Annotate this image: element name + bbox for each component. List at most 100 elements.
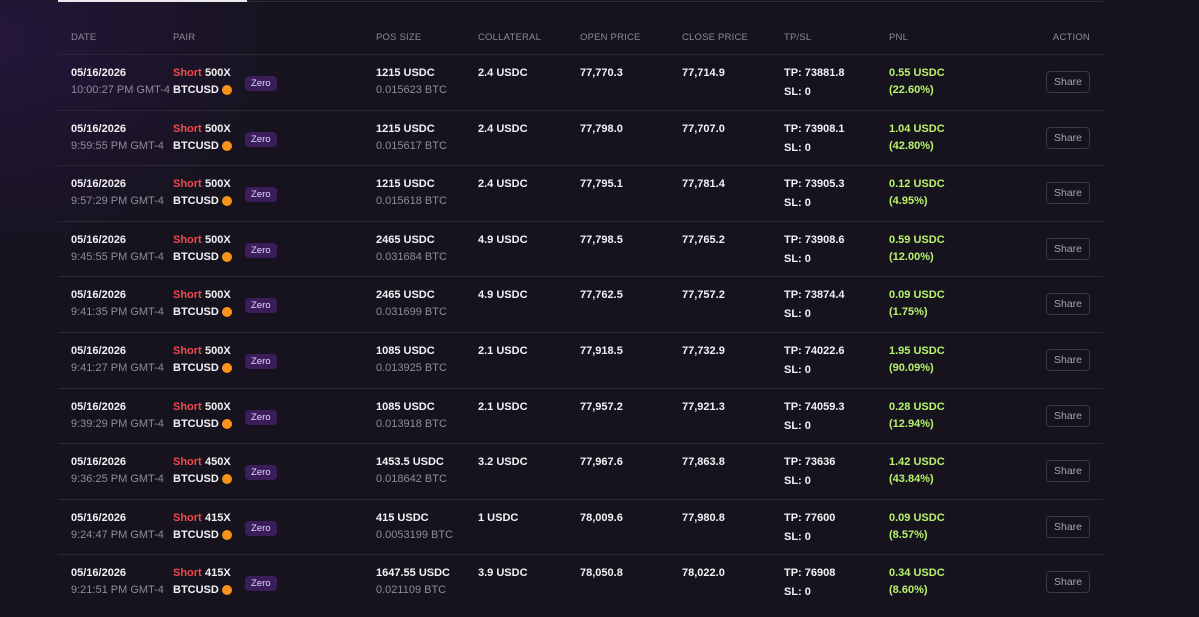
collateral: 2.4 USDC bbox=[478, 122, 528, 135]
side: Short bbox=[173, 567, 202, 580]
position-size-btc: 0.015617 BTC bbox=[376, 139, 447, 152]
pnl-percent: (12.00%) bbox=[889, 250, 934, 263]
share-button[interactable]: Share bbox=[1046, 404, 1090, 427]
stop-loss: SL: 0 bbox=[784, 86, 811, 98]
close-price: 77,765.2 bbox=[682, 233, 725, 246]
position-size-btc: 0.021109 BTC bbox=[376, 584, 447, 597]
trade-row: 05/16/2026 9:39:29 PM GMT-4 Short 500X BTCUS… bbox=[58, 387, 1103, 444]
trade-row: 05/16/2026 9:36:25 PM GMT-4 Short 450X BTCUS… bbox=[58, 443, 1103, 499]
pair: BTCUSD bbox=[173, 250, 219, 263]
bitcoin-icon bbox=[222, 140, 232, 151]
trade-row: 05/16/2026 9:21:51 PM GMT-4 Short 415X BTCUS… bbox=[58, 554, 1103, 610]
take-profit: TP: 73905.3 bbox=[784, 178, 845, 191]
side: Short bbox=[173, 400, 202, 413]
pair: BTCUSD bbox=[173, 139, 219, 152]
pnl-percent: (8.60%) bbox=[889, 584, 928, 597]
column-header: PAIR bbox=[173, 32, 196, 43]
share-button[interactable]: Share bbox=[1046, 293, 1090, 316]
take-profit: TP: 77600 bbox=[784, 511, 836, 524]
position-size: 1647.55 USDC bbox=[376, 567, 450, 580]
share-button[interactable]: Share bbox=[1046, 460, 1090, 483]
collateral: 3.9 USDC bbox=[478, 567, 528, 580]
share-button[interactable]: Share bbox=[1046, 182, 1090, 205]
collateral: 2.4 USDC bbox=[478, 178, 528, 191]
close-price: 77,781.4 bbox=[682, 178, 725, 191]
trade-row: 05/16/2026 9:24:47 PM GMT-4 Short 415X BTCUS… bbox=[58, 498, 1103, 555]
trade-row: 05/16/2026 10:00:27 PM GMT-4 Short 500X BTCU… bbox=[58, 54, 1103, 110]
stop-loss: SL: 0 bbox=[784, 364, 811, 376]
pair: BTCUSD bbox=[173, 584, 219, 597]
date: 05/16/2026 bbox=[71, 178, 127, 191]
close-price: 77,921.3 bbox=[682, 400, 725, 413]
pnl-percent: (90.09%) bbox=[889, 362, 934, 374]
stop-loss: SL: 0 bbox=[784, 197, 811, 210]
time: 10:00:27 PM GMT-4 bbox=[71, 84, 171, 96]
leverage: 415X bbox=[205, 567, 231, 580]
share-button[interactable]: Share bbox=[1046, 349, 1090, 371]
position-size: 415 USDC bbox=[376, 511, 429, 524]
pnl-percent: (22.60%) bbox=[889, 84, 934, 96]
date: 05/16/2026 bbox=[71, 511, 127, 524]
leverage: 500X bbox=[205, 345, 231, 357]
side: Short bbox=[173, 456, 202, 469]
time: 9:41:27 PM GMT-4 bbox=[71, 362, 164, 374]
column-header: OPEN PRICE bbox=[580, 32, 641, 43]
active-tab-indicator bbox=[58, 0, 247, 2]
venue-badge: Zero bbox=[245, 576, 277, 592]
trade-row: 05/16/2026 9:57:29 PM GMT-4 Short 500X BTCUS… bbox=[58, 165, 1103, 221]
date: 05/16/2026 bbox=[71, 456, 127, 469]
share-button[interactable]: Share bbox=[1046, 237, 1090, 260]
stop-loss: SL: 0 bbox=[784, 141, 811, 154]
position-size-btc: 0.031684 BTC bbox=[376, 250, 447, 263]
bitcoin-icon bbox=[222, 474, 232, 485]
position-size: 1085 USDC bbox=[376, 400, 435, 413]
time: 9:45:55 PM GMT-4 bbox=[71, 250, 164, 263]
pnl: 0.55 USDC bbox=[889, 67, 945, 79]
time: 9:59:55 PM GMT-4 bbox=[71, 139, 164, 152]
share-button[interactable]: Share bbox=[1046, 71, 1090, 93]
collateral: 2.4 USDC bbox=[478, 67, 528, 79]
close-price: 78,022.0 bbox=[682, 567, 725, 580]
leverage: 415X bbox=[205, 511, 231, 524]
bitcoin-icon bbox=[222, 418, 232, 429]
share-button[interactable]: Share bbox=[1046, 126, 1090, 149]
bitcoin-icon bbox=[222, 251, 232, 262]
time: 9:36:25 PM GMT-4 bbox=[71, 473, 164, 486]
column-header: PNL bbox=[889, 32, 909, 43]
share-button[interactable]: Share bbox=[1046, 571, 1090, 594]
side: Short bbox=[173, 345, 202, 357]
take-profit: TP: 76908 bbox=[784, 567, 836, 580]
leverage: 500X bbox=[205, 67, 231, 79]
leverage: 500X bbox=[205, 233, 231, 246]
close-price: 77,757.2 bbox=[682, 289, 725, 302]
leverage: 500X bbox=[205, 289, 231, 302]
side: Short bbox=[173, 122, 202, 135]
collateral: 3.2 USDC bbox=[478, 456, 528, 469]
pnl-percent: (12.94%) bbox=[889, 417, 934, 430]
collateral: 4.9 USDC bbox=[478, 289, 528, 302]
pnl: 1.95 USDC bbox=[889, 345, 945, 357]
venue-badge: Zero bbox=[245, 354, 277, 369]
collateral: 1 USDC bbox=[478, 511, 519, 524]
column-header: ACTION bbox=[1052, 32, 1090, 43]
open-price: 77,762.5 bbox=[580, 289, 623, 302]
time: 9:24:47 PM GMT-4 bbox=[71, 528, 164, 541]
open-price: 78,009.6 bbox=[580, 511, 623, 524]
column-header: COLLATERAL bbox=[478, 32, 542, 43]
open-price: 77,957.2 bbox=[580, 400, 623, 413]
stop-loss: SL: 0 bbox=[784, 252, 811, 265]
share-button[interactable]: Share bbox=[1046, 515, 1090, 538]
date: 05/16/2026 bbox=[71, 400, 127, 413]
take-profit: TP: 73908.6 bbox=[784, 233, 845, 246]
date: 05/16/2026 bbox=[71, 345, 127, 357]
pnl: 0.59 USDC bbox=[889, 233, 945, 246]
venue-badge: Zero bbox=[245, 187, 277, 203]
date: 05/16/2026 bbox=[71, 233, 127, 246]
date: 05/16/2026 bbox=[71, 122, 127, 135]
date: 05/16/2026 bbox=[71, 67, 127, 79]
venue-badge: Zero bbox=[245, 76, 277, 91]
position-size-btc: 0.013918 BTC bbox=[376, 417, 447, 430]
close-price: 77,714.9 bbox=[682, 67, 725, 79]
stop-loss: SL: 0 bbox=[784, 530, 811, 543]
